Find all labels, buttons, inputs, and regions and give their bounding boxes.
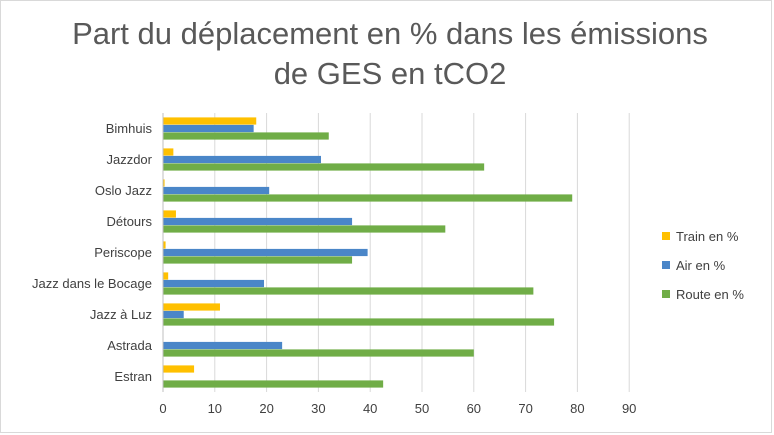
x-tick-label-40: 40 [363, 401, 377, 416]
x-tick-label-10: 10 [208, 401, 222, 416]
bar-2-4 [163, 256, 353, 264]
bar-2-3 [163, 225, 446, 233]
bar-0-1 [163, 148, 174, 156]
bar-2-7 [163, 349, 474, 357]
bar-0-8 [163, 365, 195, 373]
bar-2-1 [163, 163, 485, 171]
bar-1-2 [163, 186, 270, 195]
bar-1-6 [163, 310, 184, 319]
legend-label-2: Route en % [676, 286, 744, 302]
x-tick-label-60: 60 [467, 401, 481, 416]
chart-title-line-1: Part du déplacement en % dans les émissi… [72, 16, 708, 51]
legend-item-1: Air en % [662, 257, 725, 273]
category-label-5: Jazz dans le Bocage [32, 276, 152, 291]
bar-2-6 [163, 318, 555, 326]
bar-2-8 [163, 380, 384, 388]
bar-1-7 [163, 341, 283, 350]
category-label-3: Détours [106, 214, 152, 229]
chart-title-line-2: de GES en tCO2 [273, 56, 507, 91]
bar-2-5 [163, 287, 534, 295]
category-label-7: Astrada [107, 338, 153, 353]
x-tick-label-70: 70 [518, 401, 532, 416]
bar-2-2 [163, 194, 573, 202]
x-tick-label-50: 50 [415, 401, 429, 416]
bar-0-2 [163, 179, 165, 187]
chart-title: Part du déplacement en % dans les émissi… [60, 14, 720, 94]
x-tick-label-80: 80 [570, 401, 584, 416]
category-label-2: Oslo Jazz [95, 183, 152, 198]
bar-2-0 [163, 132, 329, 140]
legend-swatch-1 [662, 261, 670, 269]
category-label-6: Jazz à Luz [90, 307, 152, 322]
bar-1-4 [163, 248, 368, 257]
x-tick-label-20: 20 [259, 401, 273, 416]
legend-label-1: Air en % [676, 257, 726, 273]
bar-0-3 [163, 210, 176, 218]
legend-swatch-2 [662, 290, 670, 298]
x-tick-label-90: 90 [622, 401, 636, 416]
bar-0-4 [163, 241, 166, 249]
legend-item-0: Train en % [662, 228, 738, 244]
bar-1-0 [163, 124, 254, 133]
x-tick-label-0: 0 [159, 401, 166, 416]
bar-1-3 [163, 217, 353, 226]
category-label-8: Estran [114, 369, 152, 384]
bar-0-0 [163, 117, 257, 125]
category-label-0: Bimhuis [106, 121, 153, 136]
legend-swatch-0 [662, 232, 670, 240]
bar-0-5 [163, 272, 169, 280]
legend-label-0: Train en % [676, 228, 739, 244]
bar-1-5 [163, 279, 265, 288]
bar-0-6 [163, 303, 220, 311]
category-label-4: Periscope [94, 245, 152, 260]
legend-item-2: Route en % [662, 286, 744, 302]
x-tick-label-30: 30 [311, 401, 325, 416]
bar-1-1 [163, 155, 321, 164]
category-label-1: Jazzdor [106, 152, 152, 167]
